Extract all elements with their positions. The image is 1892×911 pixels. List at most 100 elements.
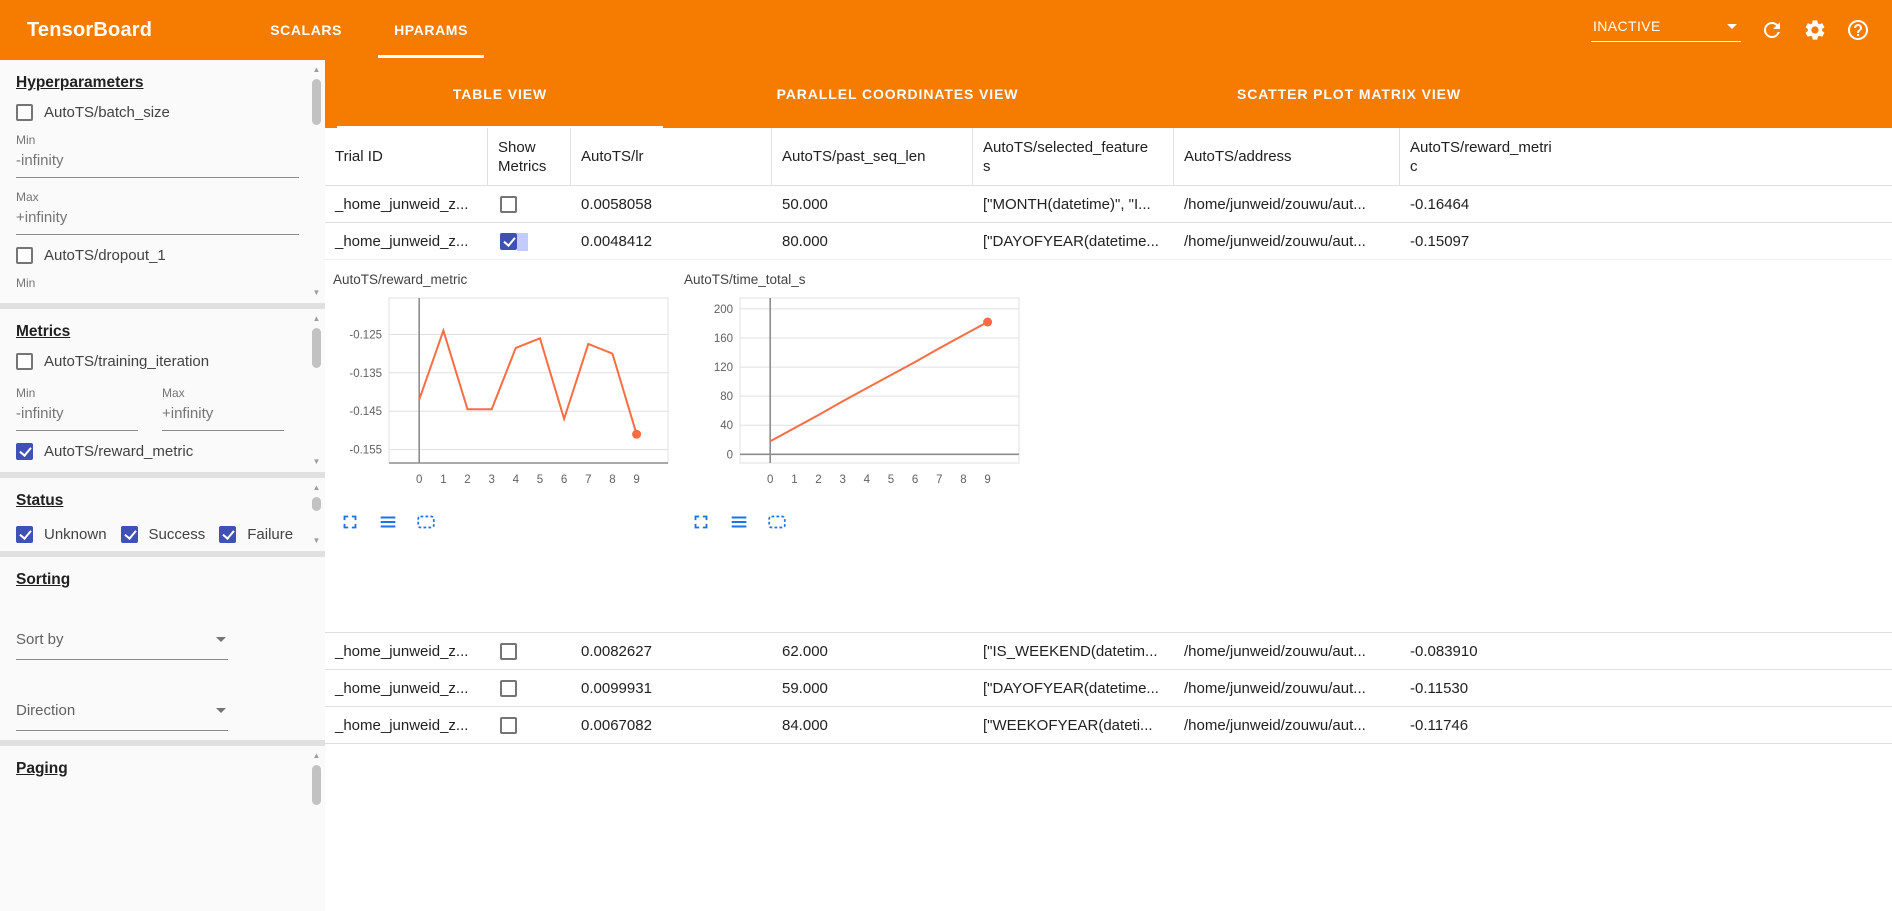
svg-text:8: 8 xyxy=(960,474,966,486)
tab-table-view[interactable]: TABLE VIEW xyxy=(325,60,675,128)
svg-text:7: 7 xyxy=(936,474,942,486)
selected-features-cell: ["DAYOFYEAR(datetime... xyxy=(983,679,1159,697)
past-seq-len-cell: 50.000 xyxy=(782,195,828,213)
dashed-box-icon[interactable] xyxy=(766,511,788,533)
status-label: Success xyxy=(148,526,206,543)
checkbox[interactable] xyxy=(16,443,33,460)
chart-time-total-s: AutoTS/time_total_s 0 40 80 120 160 200 0 1 2 3 4 5… xyxy=(684,272,1029,632)
scroll-up-icon[interactable]: ▲ xyxy=(312,751,321,760)
filler-cell xyxy=(1575,186,1892,222)
sorting-section: Sorting Sort by Direction xyxy=(0,557,325,740)
scroll-down-icon[interactable]: ▼ xyxy=(312,457,321,466)
lr-cell: 0.0099931 xyxy=(581,679,652,697)
column-header-lr: AutoTS/lr xyxy=(571,128,772,185)
table-header-row: Trial ID Show Metrics AutoTS/lr AutoTS/p… xyxy=(325,128,1892,186)
tab-hparams[interactable]: HPARAMS xyxy=(368,0,494,60)
scroll-up-icon[interactable]: ▲ xyxy=(312,483,321,492)
status-unknown[interactable]: Unknown xyxy=(16,526,107,543)
show-metrics-cell xyxy=(488,223,571,259)
scrollbar-thumb[interactable] xyxy=(312,497,321,511)
help-icon[interactable] xyxy=(1846,18,1870,42)
checkbox[interactable] xyxy=(16,247,33,264)
min-input[interactable] xyxy=(16,147,299,178)
checkbox[interactable] xyxy=(16,526,33,543)
status-mode-dropdown[interactable]: INACTIVE xyxy=(1591,18,1741,42)
status-label: Failure xyxy=(247,526,294,543)
column-header-reward-metric: AutoTS/reward_metric xyxy=(1410,138,1552,175)
show-metrics-checkbox[interactable] xyxy=(500,232,528,251)
sort-by-select[interactable]: Sort by xyxy=(16,625,228,660)
metric-training-iteration-row[interactable]: AutoTS/training_iteration xyxy=(16,353,299,370)
scroll-down-icon[interactable]: ▼ xyxy=(312,536,321,545)
reward-metric-cell: -0.11746 xyxy=(1410,716,1469,734)
reward-metric-cell: -0.15097 xyxy=(1410,232,1470,250)
metric-reward-metric-row[interactable]: AutoTS/reward_metric xyxy=(16,443,299,460)
refresh-icon[interactable] xyxy=(1760,18,1784,42)
tab-scalars[interactable]: SCALARS xyxy=(270,22,343,38)
svg-text:0: 0 xyxy=(767,474,773,486)
lr-cell: 0.0058058 xyxy=(581,195,652,213)
filter-sidebar: Hyperparameters AutoTS/batch_size Min Ma… xyxy=(0,60,325,911)
header-actions: INACTIVE xyxy=(1591,18,1870,42)
section-scrollbar[interactable]: ▲ ▼ xyxy=(310,314,323,467)
table-row: _home_junweid_z... 0.0048412 80.000 ["DA… xyxy=(325,223,1892,260)
scrollbar-thumb[interactable] xyxy=(312,765,321,805)
checkbox[interactable] xyxy=(120,526,138,543)
scroll-up-icon[interactable]: ▲ xyxy=(312,314,321,323)
dashed-box-icon[interactable] xyxy=(415,511,437,533)
checkbox[interactable] xyxy=(16,104,33,121)
status-success[interactable]: Success xyxy=(120,526,206,543)
scroll-down-icon[interactable]: ▼ xyxy=(312,288,321,297)
scroll-up-icon[interactable]: ▲ xyxy=(312,65,321,74)
lr-cell: 0.0048412 xyxy=(581,232,652,250)
direction-select[interactable]: Direction xyxy=(16,696,228,731)
section-scrollbar[interactable]: ▲ xyxy=(310,751,323,906)
filler-cell xyxy=(1575,223,1892,259)
status-title: Status xyxy=(16,492,64,509)
column-header-show-metrics: Show Metrics xyxy=(488,128,571,185)
expand-icon[interactable] xyxy=(690,511,712,533)
svg-text:2: 2 xyxy=(464,474,470,486)
section-scrollbar[interactable]: ▲ ▼ xyxy=(310,65,323,298)
past-seq-len-cell: 59.000 xyxy=(782,679,828,697)
horizontal-lines-icon[interactable] xyxy=(728,511,750,533)
hparam-label: AutoTS/batch_size xyxy=(44,104,170,121)
chart-toolbar xyxy=(690,511,1029,533)
max-input[interactable] xyxy=(162,400,284,431)
metrics-charts-row: AutoTS/reward_metric -0.155 -0.145 -0.135-… xyxy=(325,260,1892,633)
checkbox[interactable] xyxy=(16,353,33,370)
hparam-dropout-row[interactable]: AutoTS/dropout_1 xyxy=(16,247,299,264)
tab-scatter-plot-matrix-view[interactable]: SCATTER PLOT MATRIX VIEW xyxy=(1236,86,1462,102)
chart-title: AutoTS/reward_metric xyxy=(333,272,468,287)
status-section: Status Unknown Success Failure xyxy=(0,478,325,551)
trial-id-cell: _home_junweid_z... xyxy=(335,679,469,697)
metrics-section: Metrics AutoTS/training_iteration Min Ma… xyxy=(0,309,325,472)
status-failure[interactable]: Failure xyxy=(219,526,293,543)
expand-icon[interactable] xyxy=(339,511,361,533)
time-total-line-chart: 0 40 80 120 160 200 0 1 2 3 4 5 6 7 8 9 xyxy=(714,297,1020,486)
section-scrollbar[interactable]: ▲ ▼ xyxy=(310,483,323,546)
min-input[interactable] xyxy=(16,290,299,303)
min-input[interactable] xyxy=(16,400,138,431)
address-cell: /home/junweid/zouwu/aut... xyxy=(1184,195,1366,213)
checkbox[interactable] xyxy=(219,526,237,543)
chart-reward-metric: AutoTS/reward_metric -0.155 -0.145 -0.135-… xyxy=(333,272,678,632)
scrollbar-thumb[interactable] xyxy=(312,328,321,368)
view-tabs: TABLE VIEW PARALLEL COORDINATES VIEW SCA… xyxy=(325,60,1892,128)
settings-gear-icon[interactable] xyxy=(1803,18,1827,42)
show-metrics-checkbox[interactable] xyxy=(500,642,517,660)
hparam-batch-size-row[interactable]: AutoTS/batch_size xyxy=(16,104,299,121)
max-input[interactable] xyxy=(16,204,299,235)
show-metrics-checkbox[interactable] xyxy=(500,716,517,734)
chart-toolbar xyxy=(339,511,678,533)
status-mode-value: INACTIVE xyxy=(1593,18,1661,34)
show-metrics-checkbox[interactable] xyxy=(500,679,517,697)
horizontal-lines-icon[interactable] xyxy=(377,511,399,533)
past-seq-len-cell: 84.000 xyxy=(782,716,828,734)
max-field: Max xyxy=(162,464,284,472)
tab-parallel-coordinates-view[interactable]: PARALLEL COORDINATES VIEW xyxy=(776,86,1019,102)
show-metrics-checkbox[interactable] xyxy=(500,195,517,213)
scrollbar-thumb[interactable] xyxy=(312,79,321,125)
column-header-past-seq-len: AutoTS/past_seq_len xyxy=(772,128,973,185)
lr-cell: 0.0067082 xyxy=(581,716,652,734)
